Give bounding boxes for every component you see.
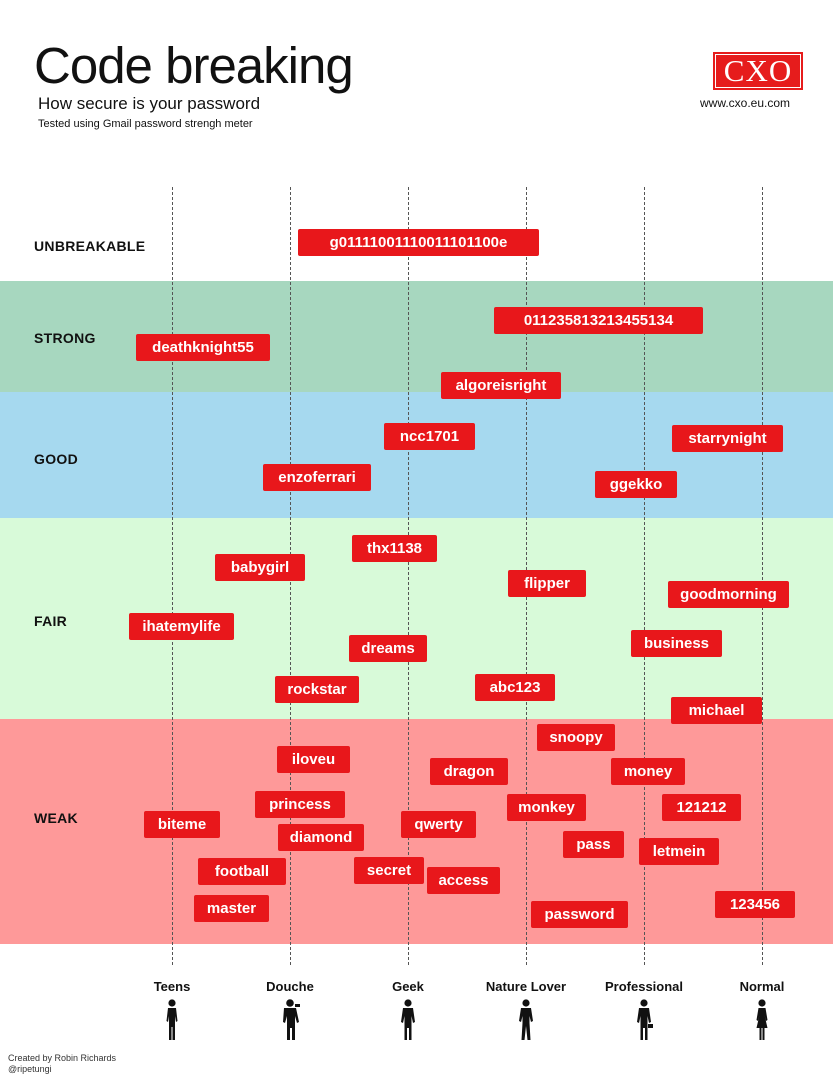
password-label: business	[631, 630, 722, 657]
level-label-unbreakable: UNBREAKABLE	[34, 238, 146, 254]
password-label: deathknight55	[136, 334, 270, 361]
persona-label-nature-lover: Nature Lover	[485, 979, 567, 994]
password-label: starrynight	[672, 425, 783, 452]
password-label: letmein	[639, 838, 719, 865]
cxo-logo: CXO	[713, 52, 803, 90]
page-subtitle: How secure is your password	[38, 94, 261, 113]
password-label: thx1138	[352, 535, 437, 562]
teen-silhouette-icon	[166, 999, 178, 1040]
normal-woman-silhouette-icon	[756, 999, 768, 1040]
persona-label-geek: Geek	[392, 979, 424, 994]
level-label-fair: FAIR	[34, 613, 68, 629]
column-line-professional	[644, 187, 645, 965]
password-label: dragon	[430, 758, 508, 785]
password-label: 011235813213455134	[494, 307, 703, 334]
persona-label-normal: Normal	[739, 979, 785, 994]
persona-label-teens: Teens	[153, 979, 191, 994]
persona-label-professional: Professional	[604, 979, 684, 994]
password-label: dreams	[349, 635, 427, 662]
level-label-strong: STRONG	[34, 330, 96, 346]
password-label: monkey	[507, 794, 586, 821]
password-label: abc123	[475, 674, 555, 701]
password-label: algoreisright	[441, 372, 561, 399]
douche-silhouette-icon	[283, 999, 300, 1040]
band-strong	[0, 281, 833, 392]
password-label: 121212	[662, 794, 741, 821]
password-label: rockstar	[275, 676, 359, 703]
geek-silhouette-icon	[401, 999, 415, 1040]
column-line-normal	[762, 187, 763, 965]
credit: Created by Robin Richards @ripetungi	[8, 1053, 116, 1075]
persona-label-douche: Douche	[266, 979, 314, 994]
band-good	[0, 392, 833, 518]
password-label: goodmorning	[668, 581, 789, 608]
password-label: babygirl	[215, 554, 305, 581]
password-label: iloveu	[277, 746, 350, 773]
password-label: ncc1701	[384, 423, 475, 450]
method-note: Tested using Gmail password strengh mete…	[38, 118, 253, 130]
password-label: access	[427, 867, 500, 894]
column-line-geek	[408, 187, 409, 965]
page-title: Code breaking	[34, 37, 354, 94]
password-label: secret	[354, 857, 424, 884]
password-label: money	[611, 758, 685, 785]
password-label: 123456	[715, 891, 795, 918]
nature-lover-silhouette-icon	[519, 999, 533, 1040]
password-label: princess	[255, 791, 345, 818]
site-url: www.cxo.eu.com	[700, 96, 791, 110]
password-label: ggekko	[595, 471, 677, 498]
password-label: flipper	[508, 570, 586, 597]
password-label: diamond	[278, 824, 364, 851]
professional-silhouette-icon	[637, 999, 653, 1040]
password-label: snoopy	[537, 724, 615, 751]
level-label-good: GOOD	[34, 451, 78, 467]
password-label: pass	[563, 831, 624, 858]
password-label: biteme	[144, 811, 220, 838]
column-line-teens	[172, 187, 173, 965]
password-label: ihatemylife	[129, 613, 234, 640]
password-label: football	[198, 858, 286, 885]
password-label: qwerty	[401, 811, 476, 838]
credit-author: Created by Robin Richards	[8, 1053, 117, 1063]
password-label: enzoferrari	[263, 464, 371, 491]
password-label: g01111001110011101100e	[298, 229, 539, 256]
password-label: master	[194, 895, 269, 922]
password-label: michael	[671, 697, 762, 724]
credit-handle: @ripetungi	[8, 1064, 52, 1074]
password-label: password	[531, 901, 628, 928]
level-label-weak: WEAK	[34, 810, 78, 826]
